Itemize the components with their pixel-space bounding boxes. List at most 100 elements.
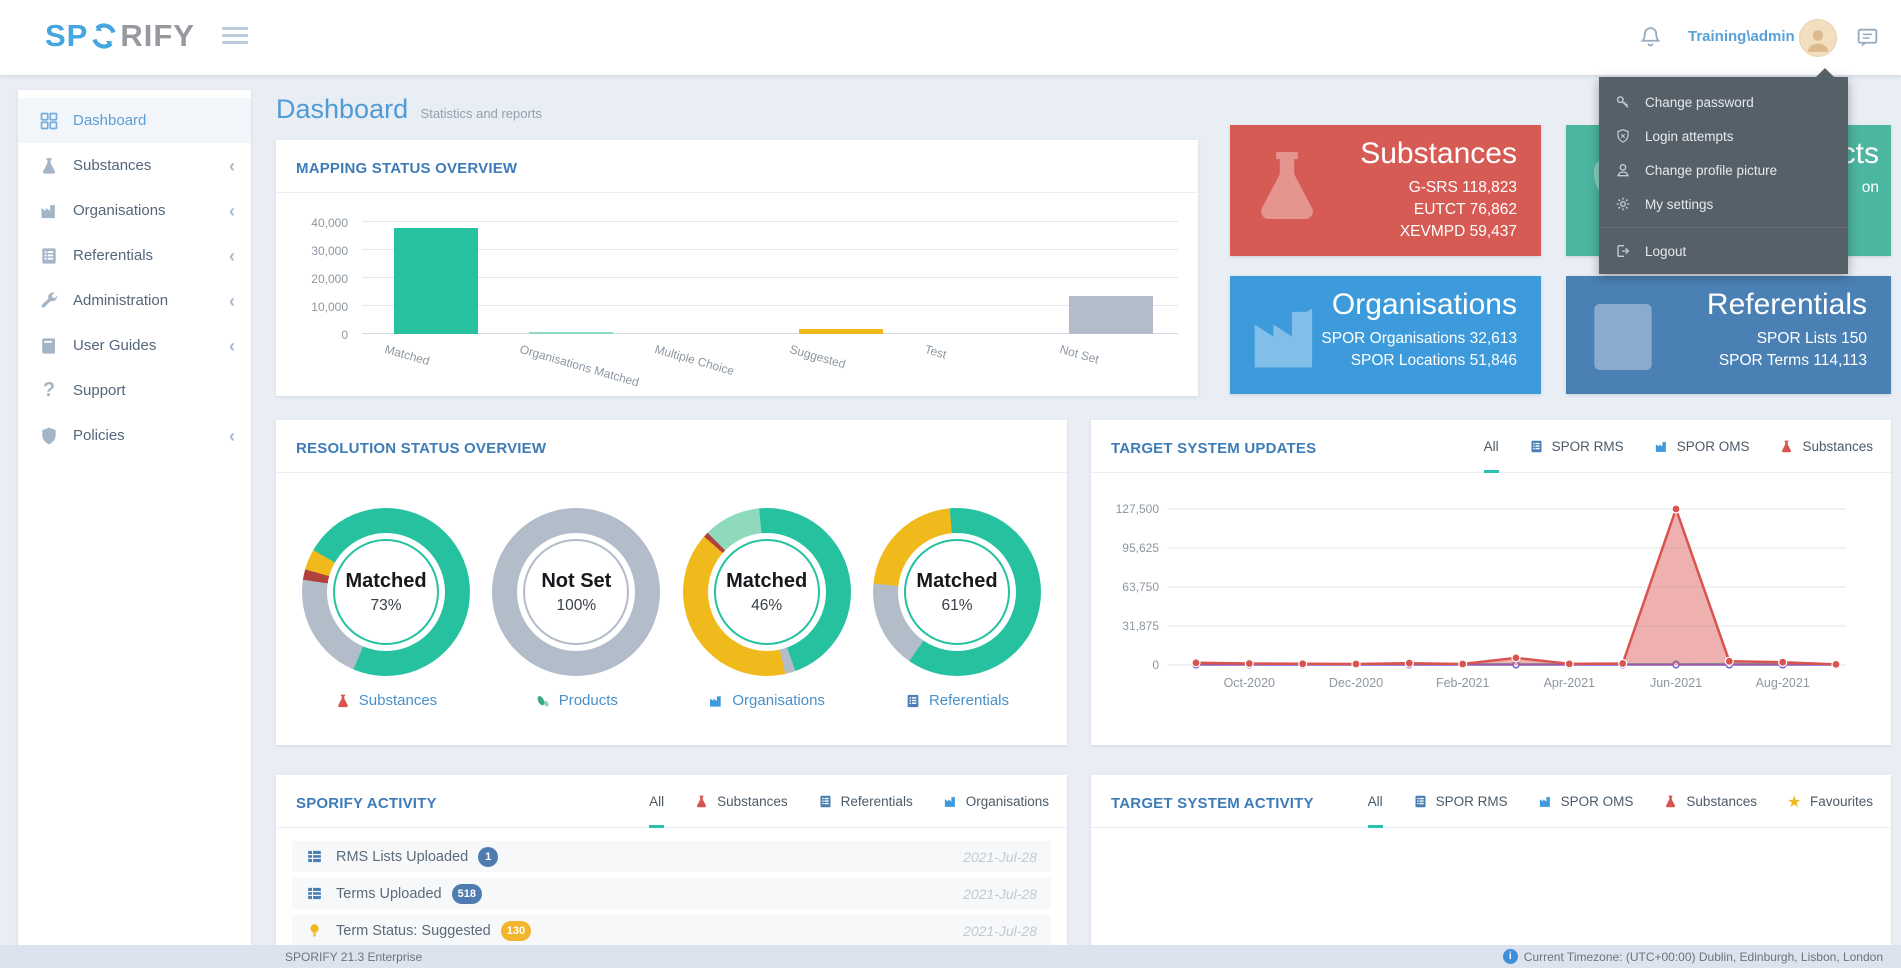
svg-text:Jun-2021: Jun-2021 — [1650, 676, 1702, 690]
donut-percent: 73% — [370, 596, 402, 614]
bar-ytick: 30,000 — [311, 244, 348, 258]
tab-substances[interactable]: Substances — [694, 775, 788, 828]
menu-divider — [1599, 227, 1848, 228]
sidebar-item-administration[interactable]: Administration ‹ — [18, 278, 251, 323]
star-icon: ★ — [1786, 793, 1802, 811]
sidebar-item-organisations[interactable]: Organisations ‹ — [18, 188, 251, 233]
sidebar-item-policies[interactable]: Policies ‹ — [18, 413, 251, 458]
avatar[interactable] — [1799, 19, 1837, 57]
donut-label-products[interactable]: Products — [535, 692, 618, 709]
sidebar-item-label: Administration — [73, 292, 169, 309]
target-system-activity-title: TARGET SYSTEM ACTIVITY — [1111, 795, 1314, 812]
donut-percent: 61% — [941, 596, 973, 614]
updates-area-chart: 0 31,875 63,750 95,625 127,500 Oct-2020 Dec-20… — [1101, 482, 1861, 702]
activity-list: RMS Lists Uploaded 1 2021-Jul-28 Terms Uplo… — [292, 841, 1051, 952]
activity-row[interactable]: RMS Lists Uploaded 1 2021-Jul-28 — [292, 841, 1051, 872]
stat-card-lines: SPOR Lists 150 SPOR Terms 114,113 — [1719, 328, 1867, 372]
app-logo: SP RIFY — [45, 18, 195, 54]
activity-date: 2021-Jul-28 — [963, 922, 1037, 939]
stat-card-title: Substances — [1360, 137, 1517, 170]
donut-label-substances[interactable]: Substances — [335, 692, 437, 709]
donut-status: Matched — [345, 569, 427, 592]
activity-row[interactable]: Terms Uploaded 518 2021-Jul-28 — [292, 878, 1051, 909]
tab-favourites[interactable]: ★ Favourites — [1786, 793, 1873, 811]
menu-item-logout[interactable]: Logout — [1599, 234, 1848, 268]
page-subtitle: Statistics and reports — [420, 106, 542, 121]
chevron-left-icon: ‹ — [229, 335, 235, 356]
sidebar-item-referentials[interactable]: Referentials ‹ — [18, 233, 251, 278]
menu-item-change-profile-picture[interactable]: Change profile picture — [1599, 153, 1848, 187]
bulb-icon — [310, 924, 319, 937]
sidebar-item-dashboard[interactable]: Dashboard — [18, 98, 251, 143]
menu-item-change-password[interactable]: Change password — [1599, 85, 1848, 119]
table-icon — [308, 850, 321, 863]
tab-spor-oms[interactable]: SPOR OMS — [1654, 420, 1749, 473]
tab-spor-oms[interactable]: SPOR OMS — [1538, 775, 1633, 828]
activity-date: 2021-Jul-28 — [963, 848, 1037, 865]
activity-row[interactable]: Term Status: Suggested 130 2021-Jul-28 — [292, 915, 1051, 946]
sidebar-item-label: Substances — [73, 157, 152, 174]
sidebar-item-label: Support — [73, 382, 126, 399]
chat-icon[interactable] — [1855, 25, 1880, 50]
flask-icon — [1261, 151, 1313, 219]
user-icon — [1617, 164, 1629, 177]
factory-icon — [710, 695, 722, 707]
menu-item-my-settings[interactable]: My settings — [1599, 187, 1848, 221]
tab-substances[interactable]: Substances — [1779, 420, 1873, 473]
tab-organisations[interactable]: Organisations — [943, 775, 1049, 828]
sidebar-item-label: Organisations — [73, 202, 166, 219]
flask-icon — [42, 157, 56, 174]
stat-line: G-SRS 118,823 — [1408, 179, 1517, 196]
activity-count-badge: 1 — [478, 846, 499, 867]
stat-card-lines: G-SRS 118,823 EUTCT 76,862 XEVMPD 59,437 — [1400, 177, 1517, 243]
organisations-stat-card[interactable]: Organisations SPOR Organisations 32,613 SP… — [1230, 276, 1541, 394]
bar-ytick: 20,000 — [311, 272, 348, 286]
stat-line: on — [1861, 179, 1879, 196]
menu-toggle-button[interactable] — [222, 27, 248, 48]
stat-card-lines: SPOR Organisations 32,613 SPOR Locations … — [1321, 328, 1517, 372]
list-icon — [42, 247, 56, 264]
chevron-left-icon: ‹ — [229, 155, 235, 176]
referentials-stat-card[interactable]: Referentials SPOR Lists 150 SPOR Terms 114… — [1566, 276, 1891, 394]
bar-suggested — [773, 222, 908, 334]
tab-all[interactable]: All — [1483, 420, 1499, 473]
sync-logo-icon — [89, 21, 119, 51]
flask-icon — [1666, 795, 1676, 808]
svg-text:31,875: 31,875 — [1122, 619, 1159, 633]
table-icon — [308, 887, 321, 900]
substances-stat-card[interactable]: Substances G-SRS 118,823 EUTCT 76,862 XEVMP… — [1230, 125, 1541, 256]
logout-icon — [1617, 245, 1630, 257]
donut-label-organisations[interactable]: Organisations — [708, 692, 825, 709]
tab-all[interactable]: All — [649, 775, 665, 828]
wrench-icon — [41, 291, 58, 308]
bar-ytick: 0 — [341, 328, 348, 342]
activity-date: 2021-Jul-28 — [963, 885, 1037, 902]
notifications-bell-icon[interactable] — [1638, 25, 1663, 50]
menu-item-login-attempts[interactable]: Login attempts — [1599, 119, 1848, 153]
factory-icon — [1539, 796, 1550, 807]
tab-substances[interactable]: Substances — [1663, 775, 1757, 828]
activity-count-badge: 518 — [451, 883, 482, 904]
donut-substances: Matched 73% Substances — [300, 508, 472, 709]
sidebar-item-label: Policies — [73, 427, 125, 444]
sidebar-item-support[interactable]: ? Support — [18, 368, 251, 413]
question-icon: ? — [42, 379, 56, 401]
user-menu-trigger[interactable]: Training\admin — [1688, 28, 1795, 45]
sidebar-item-substances[interactable]: Substances ‹ — [18, 143, 251, 188]
target-system-updates-title: TARGET SYSTEM UPDATES — [1111, 440, 1317, 457]
stat-card-title: Referentials — [1706, 288, 1867, 321]
tab-all[interactable]: All — [1367, 775, 1383, 828]
list-icon — [1531, 440, 1542, 453]
sidebar-item-user-guides[interactable]: User Guides ‹ — [18, 323, 251, 368]
donut-chart: Matched 73% — [302, 508, 470, 676]
tab-spor-rms[interactable]: SPOR RMS — [1529, 420, 1624, 473]
donut-chart: Matched 46% — [682, 508, 851, 676]
resolution-status-card: RESOLUTION STATUS OVERVIEW Matched 73% Sub… — [276, 420, 1067, 745]
donut-label-referentials[interactable]: Referentials — [905, 692, 1009, 709]
activity-label: Terms Uploaded — [336, 885, 442, 902]
tab-referentials[interactable]: Referentials — [818, 775, 913, 828]
tab-spor-rms[interactable]: SPOR RMS — [1413, 775, 1508, 828]
donut-status: Matched — [916, 569, 998, 592]
stat-line: SPOR Terms 114,113 — [1718, 352, 1867, 369]
